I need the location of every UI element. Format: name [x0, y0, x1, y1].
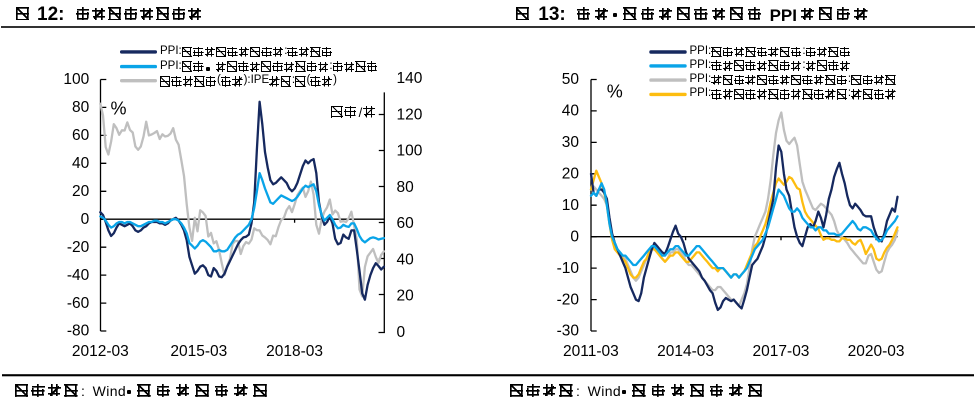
svg-text:-60: -60: [67, 295, 90, 312]
svg-text:2011-03: 2011-03: [563, 343, 619, 360]
svg-text:30: 30: [562, 134, 580, 151]
svg-text:40: 40: [397, 251, 415, 268]
svg-text:-20: -20: [557, 291, 580, 308]
svg-text:-10: -10: [557, 260, 580, 277]
svg-text:50: 50: [562, 71, 580, 88]
svg-text:2015-03: 2015-03: [170, 343, 227, 360]
svg-text:140: 140: [397, 70, 423, 87]
svg-text:0: 0: [81, 211, 90, 228]
svg-text:%: %: [111, 99, 127, 119]
svg-text:-30: -30: [557, 323, 580, 340]
svg-text:60: 60: [72, 127, 90, 144]
svg-text:2014-03: 2014-03: [657, 343, 714, 360]
svg-text:2020-03: 2020-03: [848, 343, 905, 360]
svg-text:60: 60: [397, 215, 415, 232]
svg-text:0: 0: [397, 324, 406, 341]
svg-text:20: 20: [397, 288, 415, 305]
svg-text:%: %: [607, 82, 623, 102]
svg-text:-80: -80: [67, 323, 90, 340]
svg-text:40: 40: [562, 103, 580, 120]
svg-text:-40: -40: [67, 267, 90, 284]
svg-text:80: 80: [72, 99, 90, 116]
svg-text:20: 20: [562, 166, 580, 183]
svg-text:80: 80: [397, 179, 415, 196]
svg-text:2018-03: 2018-03: [266, 343, 323, 360]
svg-text:100: 100: [63, 71, 89, 88]
svg-text:100: 100: [397, 143, 423, 160]
svg-text:10: 10: [562, 197, 580, 214]
svg-text:2017-03: 2017-03: [753, 343, 810, 360]
svg-text:-20: -20: [67, 239, 90, 256]
svg-text:40: 40: [72, 155, 90, 172]
svg-text:120: 120: [397, 106, 423, 123]
svg-text:0: 0: [570, 228, 579, 245]
svg-text:2012-03: 2012-03: [72, 343, 129, 360]
svg-text:20: 20: [72, 183, 90, 200]
